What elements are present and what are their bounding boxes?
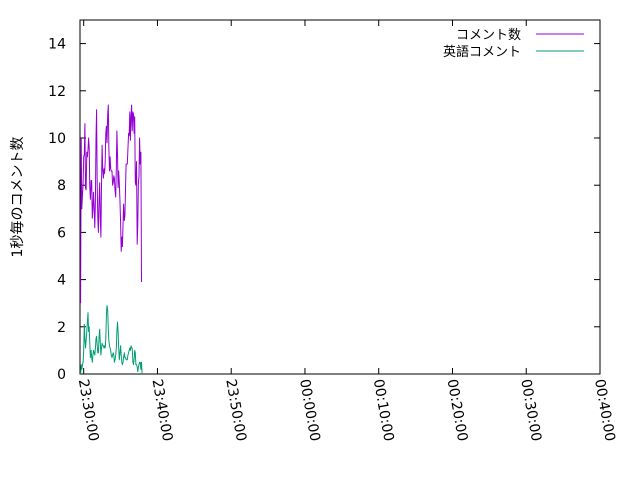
x-tick-label: 23:40:00 (149, 378, 176, 443)
x-tick-label: 00:40:00 (591, 378, 618, 443)
y-tick-label: 10 (48, 131, 66, 147)
x-tick-label: 00:20:00 (444, 378, 471, 443)
x-tick-label: 23:50:00 (222, 378, 249, 443)
legend-label: 英語コメント (443, 44, 521, 60)
x-tick-label: 00:10:00 (370, 378, 397, 443)
series-line-1 (80, 104, 142, 304)
legend-label: コメント数 (456, 28, 521, 43)
plot-frame (79, 19, 601, 375)
x-tick-label: 00:30:00 (517, 378, 544, 443)
y-axis-title: 1秒毎のコメント数 (10, 137, 26, 258)
y-tick-label: 6 (57, 225, 66, 241)
y-tick-label: 12 (48, 84, 66, 100)
y-tick-label: 4 (57, 273, 66, 289)
y-tick-label: 0 (57, 367, 66, 383)
y-axis: 0 2 4 6 8 10 12 14 (48, 37, 600, 383)
y-tick-label: 14 (48, 37, 66, 53)
series-layer (80, 104, 143, 375)
x-tick-label: 00:00:00 (296, 378, 323, 443)
y-tick-label: 8 (57, 178, 66, 194)
x-tick-label: 23:30:00 (75, 378, 102, 443)
x-axis: 23:30:00 23:40:00 23:50:00 00:00:00 00:10:00… (75, 20, 618, 443)
y-tick-label: 2 (57, 320, 66, 336)
series-line-2 (80, 305, 143, 375)
